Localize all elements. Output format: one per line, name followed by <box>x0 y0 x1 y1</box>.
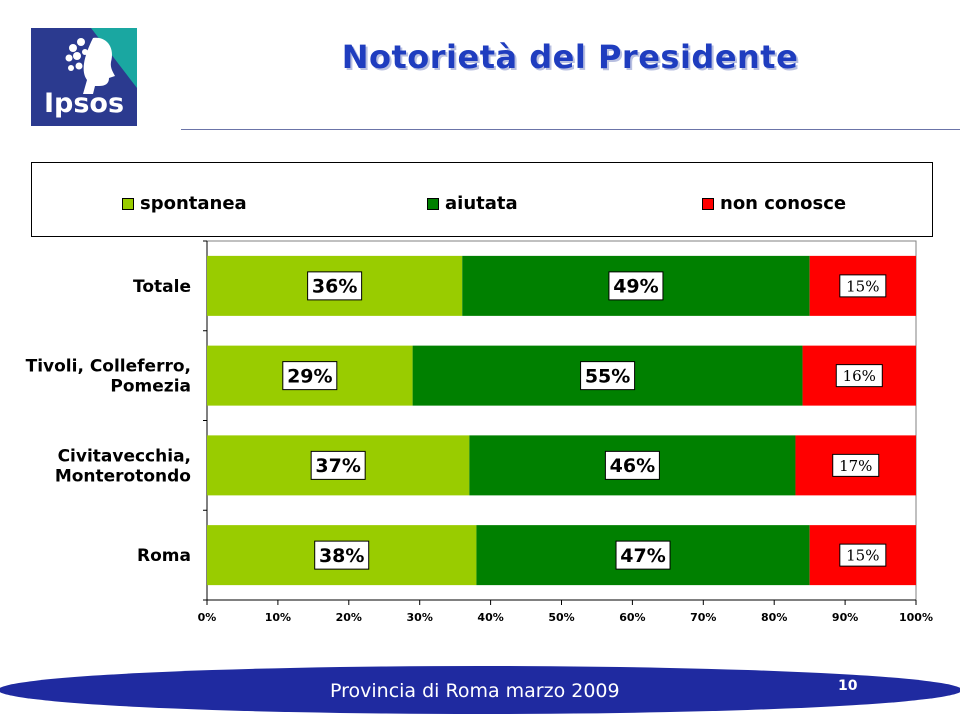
data-label: 47% <box>620 545 665 567</box>
legend-label-aiutata: aiutata <box>445 193 518 214</box>
footer-ellipse <box>0 666 960 714</box>
legend-swatch-spontanea <box>122 197 134 210</box>
x-tick-label: 0% <box>198 611 217 624</box>
legend-item-aiutata: aiutata <box>427 193 518 214</box>
x-tick-label: 100% <box>899 611 933 624</box>
category-label: Tivoli, Colleferro, <box>26 357 191 377</box>
data-label-box <box>835 364 883 388</box>
category-label: Monterotondo <box>55 466 191 486</box>
data-label-box <box>615 540 671 570</box>
x-tick-label: 40% <box>477 611 503 624</box>
x-tick-label: 20% <box>336 611 362 624</box>
data-label: 17% <box>839 457 872 475</box>
data-label-box <box>314 540 370 570</box>
data-label: 49% <box>613 276 658 298</box>
data-label: 55% <box>585 365 630 387</box>
x-tick-label: 10% <box>265 611 291 624</box>
data-label: 15% <box>846 547 879 565</box>
x-tick-label: 80% <box>761 611 787 624</box>
x-tick-label: 70% <box>690 611 716 624</box>
data-label: 46% <box>610 455 655 477</box>
legend-item-spontanea: spontanea <box>122 193 247 214</box>
page-number: 10 <box>838 678 858 694</box>
footer-text: Provincia di Roma marzo 2009 <box>330 680 620 702</box>
data-label: 15% <box>846 277 879 295</box>
category-label: Pomezia <box>110 377 191 397</box>
data-label-box <box>580 361 636 391</box>
stacked-bar-chart: 36% 49% 15% Totale 29% 55% 16% Tivoli, Collefer… <box>26 240 933 624</box>
x-tick-label: 60% <box>619 611 645 624</box>
data-label: 36% <box>312 276 357 298</box>
ipsos-logo-icon <box>65 37 115 94</box>
data-label: 29% <box>287 365 332 387</box>
logo-text: Ipsos <box>44 88 124 119</box>
category-label: Totale <box>133 277 191 297</box>
data-label: 37% <box>315 455 360 477</box>
legend-swatch-aiutata <box>427 197 439 210</box>
data-label-box <box>310 450 366 480</box>
legend-label-spontanea: spontanea <box>140 193 247 214</box>
title-divider <box>181 129 960 130</box>
chart-legend: spontanea aiutata non conosce <box>31 162 933 237</box>
slide-title: Notorietà del Presidente <box>341 38 799 76</box>
x-tick-label: 30% <box>407 611 433 624</box>
ipsos-logo: Ipsos <box>31 28 137 126</box>
legend-label-non-conosce: non conosce <box>720 193 847 214</box>
x-tick-label: 50% <box>548 611 574 624</box>
data-label-box <box>839 543 887 567</box>
footer-band <box>0 666 960 714</box>
data-label-box <box>839 274 887 298</box>
data-label-box <box>307 271 363 301</box>
data-label-box <box>832 453 880 477</box>
data-label: 38% <box>319 545 364 567</box>
category-label: Civitavecchia, <box>58 446 191 466</box>
category-label: Roma <box>137 546 191 566</box>
x-tick-label: 90% <box>832 611 858 624</box>
data-label-box <box>282 361 338 391</box>
data-label: 16% <box>843 367 876 385</box>
data-label-box <box>608 271 664 301</box>
data-label-box <box>604 450 660 480</box>
legend-swatch-non-conosce <box>702 197 714 210</box>
legend-item-non-conosce: non conosce <box>702 193 846 214</box>
